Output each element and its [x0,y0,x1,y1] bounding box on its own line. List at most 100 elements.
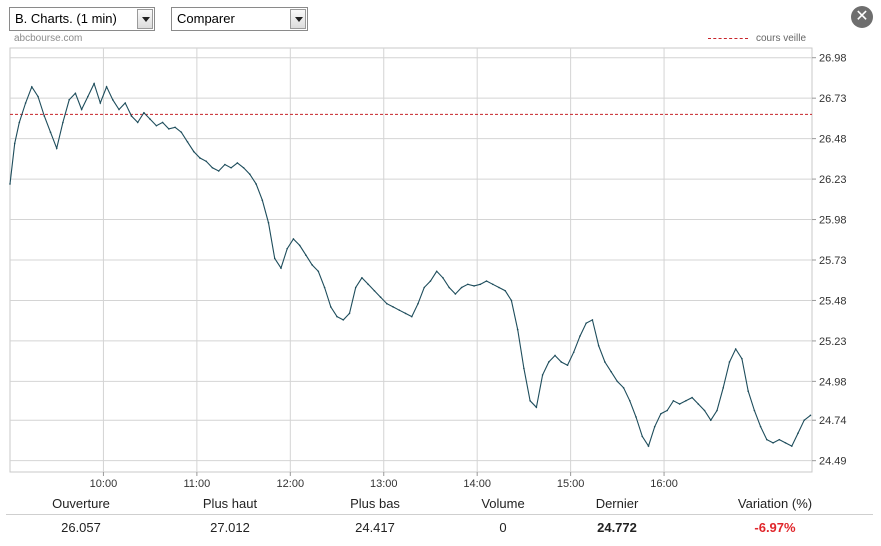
price-point [205,160,208,163]
chart-type-select-value: B. Charts. (1 min) [15,11,117,26]
price-point [93,82,95,85]
price-point [311,264,313,266]
price-point [37,95,39,98]
price-point [361,277,363,279]
stat-value-open: 26.057 [61,520,101,535]
stat-header-volume: Volume [481,496,525,511]
close-icon[interactable]: ✕ [851,6,873,28]
price-point [49,131,52,133]
price-point [298,244,301,247]
price-point [491,283,494,286]
price-point [797,432,799,434]
price-point [523,367,525,370]
price-point [87,95,89,98]
price-point [174,126,176,129]
price-point [510,299,513,302]
x-tick-label: 14:00 [463,478,491,490]
y-tick-label: 26.73 [819,93,847,105]
price-point [230,166,232,169]
stats-table: Ouverture Plus haut Plus bas Volume Dern… [0,492,881,542]
price-point [442,277,444,279]
legend-label: cours veille [756,33,807,44]
price-point [635,416,637,418]
price-point [261,199,264,201]
price-point [286,247,288,250]
price-point [143,111,145,114]
price-point [722,387,725,389]
price-point [267,221,270,224]
stat-value-last: 24.772 [597,520,637,535]
price-point [467,283,469,286]
price-point [367,283,369,286]
price-point [236,162,239,164]
price-point [354,286,357,289]
x-tick-label: 15:00 [557,478,585,490]
price-point [672,399,675,402]
price-point [55,147,58,150]
price-point [136,121,139,124]
price-point [697,403,700,405]
price-point [479,283,482,286]
chevron-down-icon[interactable] [290,9,306,29]
price-point [168,128,170,130]
price-point [753,409,756,412]
y-tick-label: 25.48 [819,295,847,307]
price-point [685,399,687,402]
y-tick-label: 25.98 [819,215,847,227]
y-tick-label: 26.98 [819,53,847,65]
price-point [330,306,332,308]
price-point [118,108,120,111]
price-point [373,289,376,292]
watermark: abcbourse.com [14,33,83,44]
price-point [130,115,133,117]
price-point [423,286,426,289]
price-point [111,98,114,101]
x-tick-label: 10:00 [90,478,118,490]
price-point [597,344,600,347]
price-point [105,86,108,88]
price-point [9,183,11,185]
price-point [255,183,257,185]
price-point [616,380,619,383]
y-tick-label: 24.74 [819,415,847,427]
stat-header-open: Ouverture [52,496,110,511]
price-point [13,142,16,145]
compare-select-value: Comparer [177,11,235,26]
price-point [224,163,226,166]
price-point [541,374,544,376]
price-point [610,370,612,373]
price-point [734,348,737,350]
price-point [305,254,307,256]
chevron-down-icon[interactable] [137,9,153,29]
price-point [566,364,569,366]
price-point [155,124,158,127]
price-point [622,387,625,389]
price-point [504,289,507,292]
price-point [417,302,419,305]
price-point [18,121,21,124]
price-point [24,102,27,104]
legend-swatch [708,37,748,39]
price-point [759,425,762,428]
chart-type-select[interactable]: B. Charts. (1 min) [9,7,155,31]
price-point [161,121,164,124]
price-point [647,445,650,447]
compare-select[interactable]: Comparer [171,7,308,31]
price-point [548,361,550,363]
stat-value-volume: 0 [499,520,507,535]
price-point [535,406,538,409]
x-tick-label: 12:00 [277,478,305,490]
price-point [473,285,475,287]
price-point [317,270,320,273]
stat-header-low: Plus bas [350,496,400,511]
price-point [180,131,183,133]
price-point [124,102,127,104]
y-tick-label: 26.23 [819,174,847,186]
stat-value-high: 27.012 [210,520,250,535]
price-point [398,309,401,311]
price-point [379,296,382,299]
price-point [386,302,388,305]
price-point [666,409,668,412]
y-tick-label: 24.98 [819,376,847,388]
price-point [560,361,563,363]
